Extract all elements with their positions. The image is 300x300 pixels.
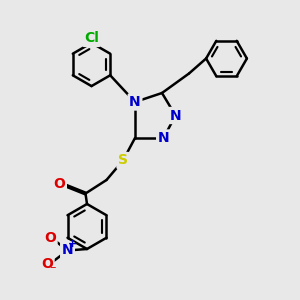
Text: N: N	[62, 244, 73, 257]
Text: O: O	[44, 231, 56, 244]
Text: N: N	[170, 109, 181, 122]
Text: ⁻: ⁻	[49, 264, 56, 277]
Text: N: N	[158, 131, 169, 145]
Text: +: +	[68, 239, 77, 249]
Text: N: N	[129, 95, 141, 109]
Text: O: O	[53, 178, 65, 191]
Text: Cl: Cl	[84, 32, 99, 45]
Text: S: S	[118, 154, 128, 167]
Text: O: O	[41, 257, 53, 271]
